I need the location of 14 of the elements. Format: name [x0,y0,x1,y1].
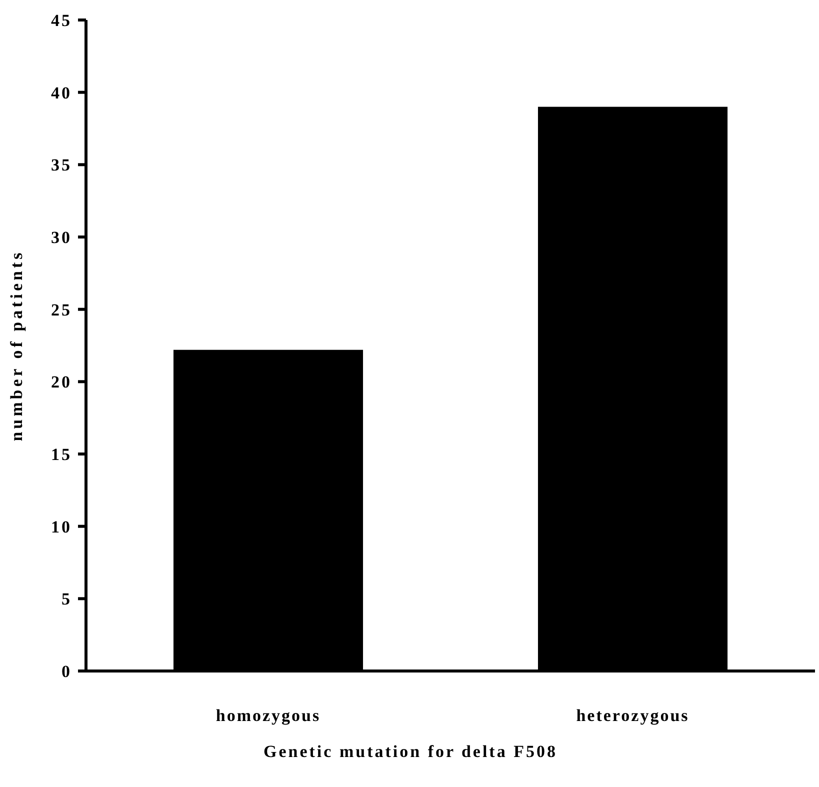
y-axis-title: number of patients [7,250,26,442]
y-tick-label: 10 [51,517,72,536]
x-axis-title: Genetic mutation for delta F508 [264,742,558,761]
y-tick-label: 20 [51,372,72,392]
y-tick-label: 30 [51,228,72,247]
y-tick-label: 5 [62,590,72,609]
y-tick-label: 40 [51,83,72,102]
x-tick-label: heterozygous [576,706,690,725]
y-tick-label: 25 [51,300,72,320]
x-tick-label: homozygous [216,706,321,725]
y-tick-label: 35 [51,156,72,175]
y-tick-label: 15 [51,444,72,464]
y-tick-label: 0 [62,662,72,681]
y-tick-label: 45 [51,10,72,30]
